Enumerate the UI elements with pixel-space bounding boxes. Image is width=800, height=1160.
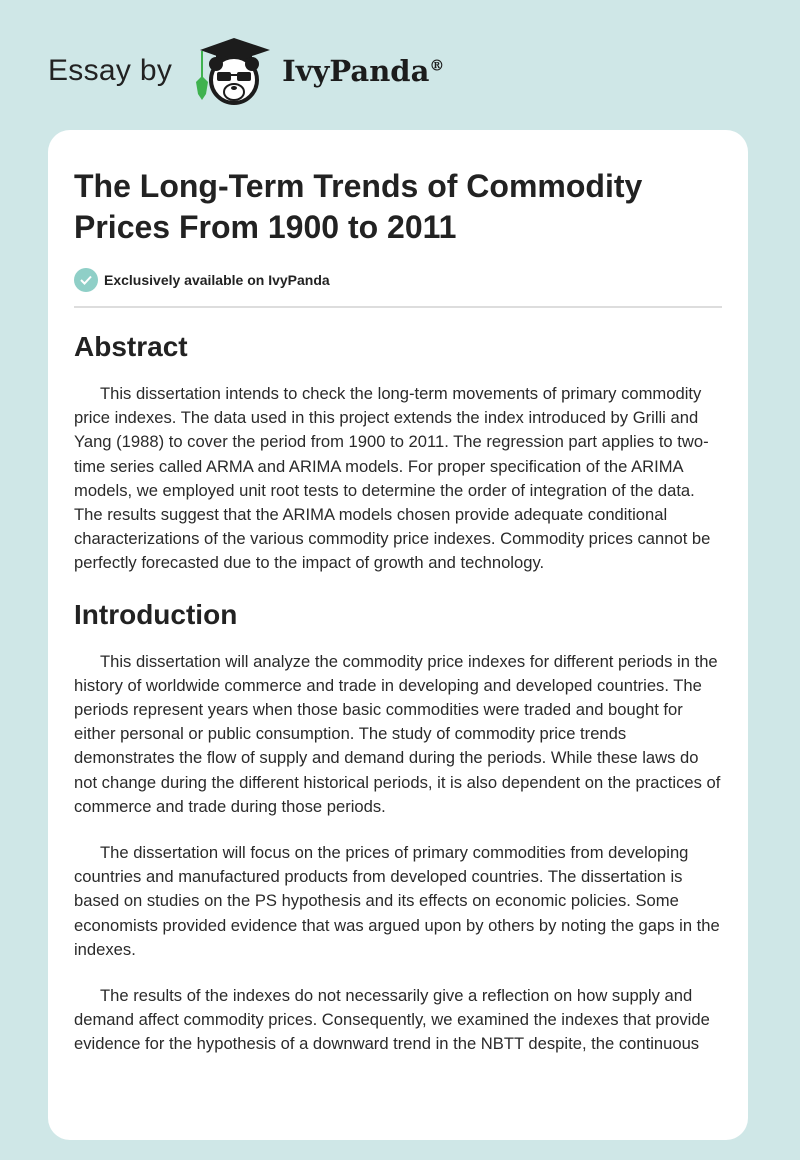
- exclusive-text: Exclusively available on IvyPanda: [104, 272, 330, 288]
- essay-card: The Long-Term Trends of Commodity Prices…: [48, 130, 748, 1140]
- site-header: Essay by IvyPanda®: [48, 36, 444, 106]
- brand-name: IvyPanda®: [282, 54, 444, 88]
- paragraph: The dissertation will focus on the price…: [74, 843, 720, 959]
- registered-mark: ®: [429, 56, 445, 75]
- section-heading-introduction: Introduction: [74, 598, 238, 630]
- brand-text: IvyPanda: [282, 54, 430, 88]
- ivypanda-logo-icon[interactable]: [190, 36, 276, 106]
- exclusive-badge: Exclusively available on IvyPanda: [74, 268, 722, 308]
- paragraph: The results of the indexes do not necess…: [74, 986, 710, 1054]
- essay-by-label: Essay by: [48, 54, 173, 87]
- section-heading-abstract: Abstract: [74, 331, 188, 362]
- page-title: The Long-Term Trends of Commodity Prices…: [74, 168, 643, 245]
- check-circle-icon: [74, 268, 98, 292]
- paragraph: This dissertation intends to check the l…: [74, 384, 711, 573]
- paragraph: This dissertation will analyze the commo…: [74, 651, 721, 816]
